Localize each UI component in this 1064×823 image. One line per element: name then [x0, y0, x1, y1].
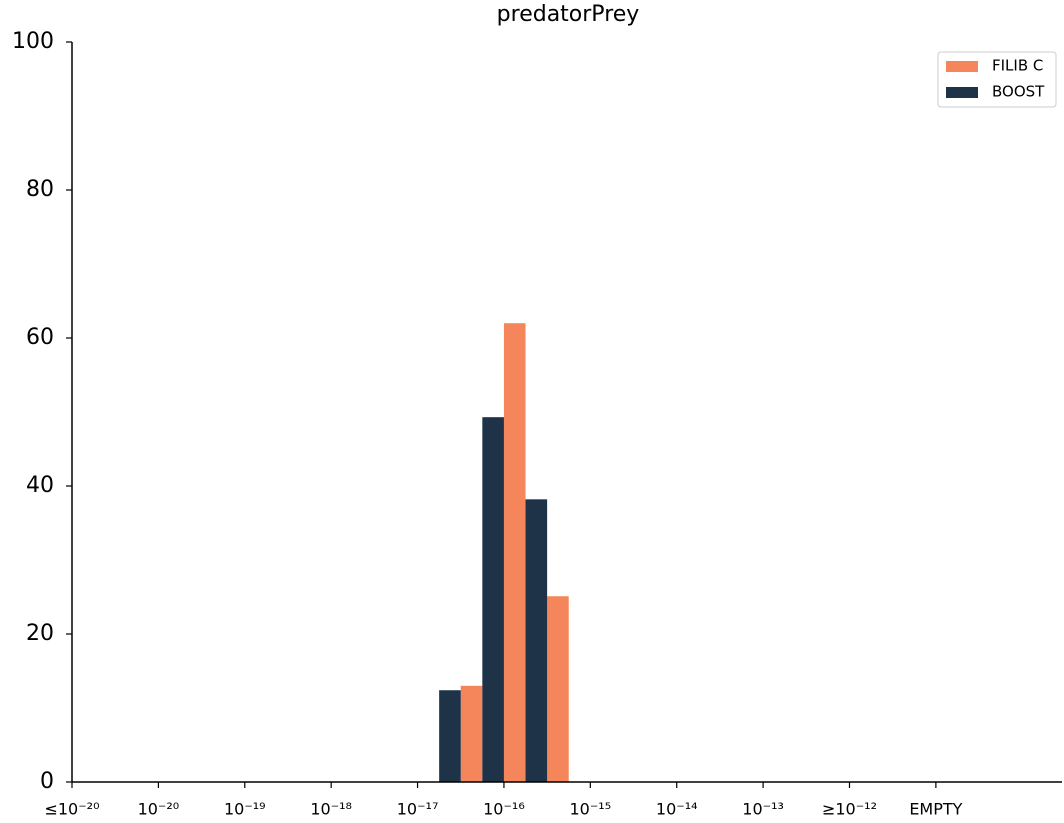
x-tick-label: 10⁻¹⁸ [310, 800, 352, 819]
x-tick-label: 10⁻²⁰ [138, 800, 180, 819]
bar [460, 685, 483, 782]
y-tick-label: 100 [12, 29, 54, 54]
x-tick-label: 10⁻¹⁵ [570, 800, 612, 819]
bar [547, 596, 569, 782]
x-tick-label: 10⁻¹³ [742, 800, 784, 819]
x-tick-label: 10⁻¹⁶ [483, 800, 525, 819]
x-tick-label: 10⁻¹⁹ [224, 800, 266, 819]
y-tick-label: 80 [26, 177, 54, 202]
bar [525, 499, 548, 782]
legend-swatch [946, 87, 978, 98]
bar [503, 323, 526, 782]
y-tick-label: 40 [26, 473, 54, 498]
legend: FILIB C BOOST [937, 51, 1057, 108]
chart-title: predatorPrey [497, 2, 640, 27]
y-tick-label: 60 [26, 325, 54, 350]
bar [439, 690, 461, 782]
x-tick-label: ≥10⁻¹² [822, 800, 877, 819]
y-tick-label: 20 [26, 621, 54, 646]
legend-swatch [946, 61, 978, 72]
legend-label: FILIB C [992, 57, 1043, 75]
x-tick-label: EMPTY [909, 800, 962, 819]
y-tick-label: 0 [40, 769, 54, 794]
legend-label: BOOST [992, 83, 1045, 101]
x-tick-label: ≤10⁻²⁰ [44, 800, 99, 819]
x-tick-label: 10⁻¹⁴ [656, 800, 698, 819]
bar [482, 417, 504, 782]
x-tick-label: 10⁻¹⁷ [397, 800, 439, 819]
